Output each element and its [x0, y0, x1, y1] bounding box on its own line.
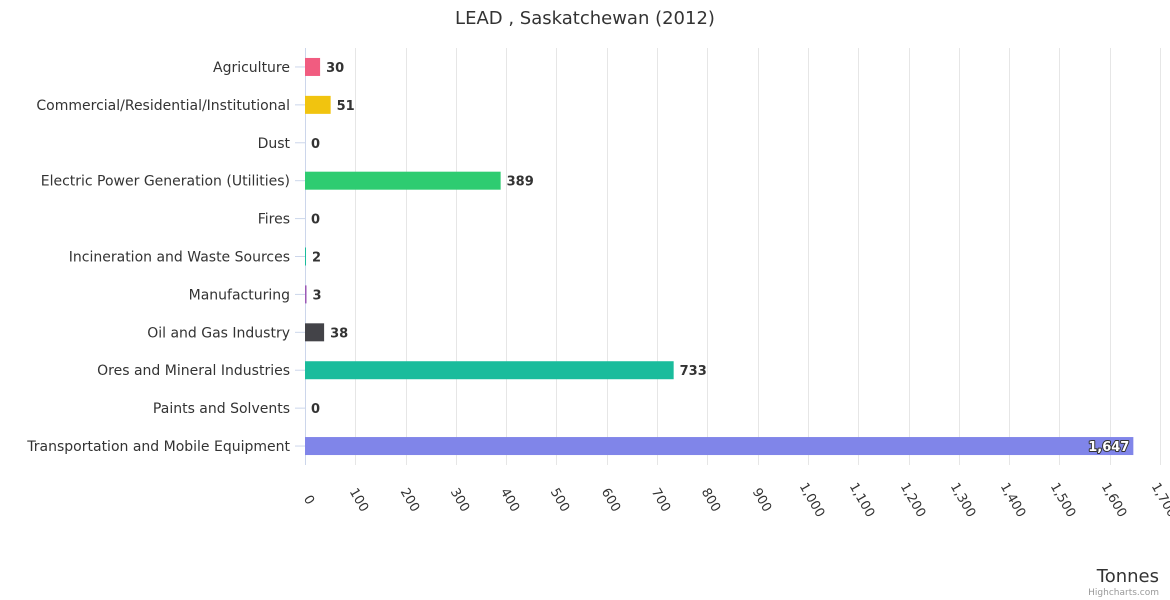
chart-title: LEAD , Saskatchewan (2012) [455, 8, 715, 29]
x-tick-label: 1,600 [1098, 480, 1130, 520]
category-label: Agriculture [213, 60, 290, 76]
credits-link[interactable]: Highcharts.com [1088, 588, 1159, 598]
category-label: Paints and Solvents [153, 401, 290, 417]
data-label: 0 [311, 137, 320, 152]
data-label: 389 [507, 175, 534, 190]
category-label: Fires [258, 212, 290, 228]
x-axis-title: Tonnes [1096, 566, 1159, 587]
data-label: 51 [337, 99, 355, 114]
data-label: 2 [312, 251, 321, 266]
category-label: Incineration and Waste Sources [69, 250, 290, 266]
x-tick-label: 1,400 [997, 480, 1029, 520]
data-label: 30 [326, 61, 344, 76]
category-label: Ores and Mineral Industries [97, 363, 290, 379]
x-tick-label: 1,700 [1148, 480, 1170, 520]
grid-lines [295, 48, 1161, 465]
data-label: 1,647 [1088, 440, 1129, 455]
bar[interactable] [305, 95, 331, 114]
category-label: Electric Power Generation (Utilities) [41, 174, 290, 190]
category-label: Transportation and Mobile Equipment [26, 439, 290, 455]
x-tick-label: 1,000 [796, 480, 828, 520]
x-tick-label: 300 [447, 486, 472, 515]
x-tick-label: 1,300 [947, 480, 979, 520]
x-tick-label: 700 [648, 486, 673, 515]
data-label: 0 [311, 213, 320, 228]
x-tick-label: 600 [598, 486, 623, 515]
x-axis-tick-labels: 0 100 200 300 400 500 600 700 800 900 1,000 1,100 1,… [300, 480, 1170, 520]
category-label: Commercial/Residential/Institutional [36, 98, 290, 114]
bars [305, 57, 1134, 456]
bar[interactable] [305, 285, 307, 304]
data-label: 38 [330, 326, 348, 341]
x-tick-label: 0 [300, 493, 317, 508]
x-tick-label: 1,500 [1047, 480, 1079, 520]
bar[interactable] [305, 323, 325, 342]
x-tick-label: 800 [698, 486, 723, 515]
data-label: 3 [313, 288, 322, 303]
x-tick-label: 1,100 [846, 480, 878, 520]
data-label: 733 [680, 364, 707, 379]
bar[interactable] [305, 437, 1134, 456]
x-tick-label: 100 [346, 486, 371, 515]
x-tick-label: 200 [397, 486, 422, 515]
category-labels: Agriculture Commercial/Residential/Instit… [26, 60, 290, 455]
category-label: Dust [258, 136, 291, 152]
bar[interactable] [305, 57, 321, 76]
data-labels: 30 51 0 389 0 2 3 38 733 0 1,647 [311, 61, 1130, 456]
x-tick-label: 500 [547, 486, 572, 515]
x-tick-label: 1,200 [897, 480, 929, 520]
bar[interactable] [305, 171, 501, 190]
x-tick-label: 900 [749, 486, 774, 515]
x-tick-label: 400 [497, 486, 522, 515]
category-label: Manufacturing [189, 287, 290, 303]
category-label: Oil and Gas Industry [147, 325, 290, 341]
bar[interactable] [305, 361, 674, 380]
bar[interactable] [305, 247, 307, 266]
data-label: 0 [311, 402, 320, 417]
